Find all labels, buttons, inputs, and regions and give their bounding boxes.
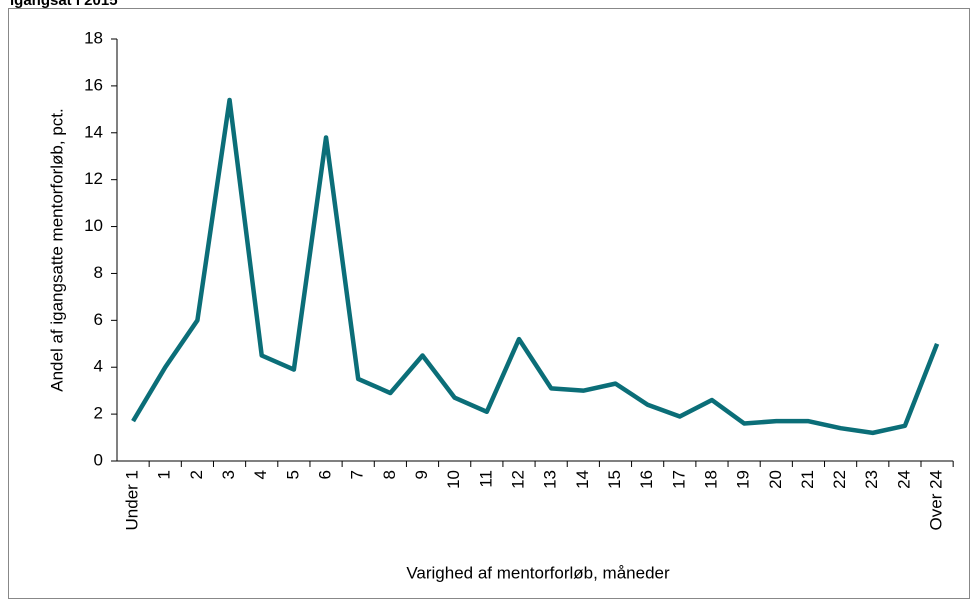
x-tick-label: 22	[830, 470, 849, 489]
x-tick-label: 4	[251, 470, 270, 479]
x-tick-label: 8	[380, 470, 399, 479]
y-tick-label: 12	[84, 169, 103, 188]
chart-frame	[8, 8, 970, 599]
x-tick-label: 11	[476, 470, 495, 488]
x-tick-label: 20	[766, 470, 785, 489]
y-tick-label: 0	[94, 450, 103, 469]
x-tick-label: 21	[798, 470, 817, 489]
x-tick-label: 23	[862, 470, 881, 489]
x-tick-label: 13	[541, 470, 560, 489]
x-tick-label: 10	[444, 470, 463, 489]
x-tick-label: 17	[669, 470, 688, 489]
y-tick-label: 14	[84, 122, 103, 141]
y-axis-title: Andel af igangsatte mentorforløb, pct.	[47, 108, 66, 392]
x-tick-label: 1	[155, 470, 174, 479]
x-tick-label: 2	[187, 470, 206, 479]
y-tick-label: 8	[94, 263, 103, 282]
x-tick-label: 5	[283, 470, 302, 479]
x-tick-label: 6	[316, 470, 335, 479]
x-tick-label: 19	[734, 470, 753, 489]
line-series	[131, 97, 940, 436]
x-tick-label: 3	[219, 470, 238, 479]
y-tick-label: 4	[94, 357, 103, 376]
x-tick-label: 12	[508, 470, 527, 489]
x-tick-label: 16	[637, 470, 656, 489]
x-tick-label: 15	[605, 470, 624, 489]
x-tick-label: 24	[894, 470, 913, 489]
chart-title: igangsat i 2015	[10, 0, 118, 9]
x-tick-label: 14	[573, 470, 592, 489]
x-axis-title: Varighed af mentorforløb, måneder	[406, 563, 670, 582]
x-tick-label: Over 24	[927, 470, 946, 530]
x-tick-label: Under 1	[123, 470, 142, 530]
y-tick-label: 6	[94, 310, 103, 329]
x-tick-label: 9	[412, 470, 431, 479]
x-tick-label: 7	[348, 470, 367, 479]
y-tick-label: 16	[84, 75, 103, 94]
y-tick-label: 2	[94, 404, 103, 423]
y-tick-label: 10	[84, 216, 103, 235]
y-tick-label: 18	[84, 28, 103, 47]
x-tick-label: 18	[701, 470, 720, 489]
